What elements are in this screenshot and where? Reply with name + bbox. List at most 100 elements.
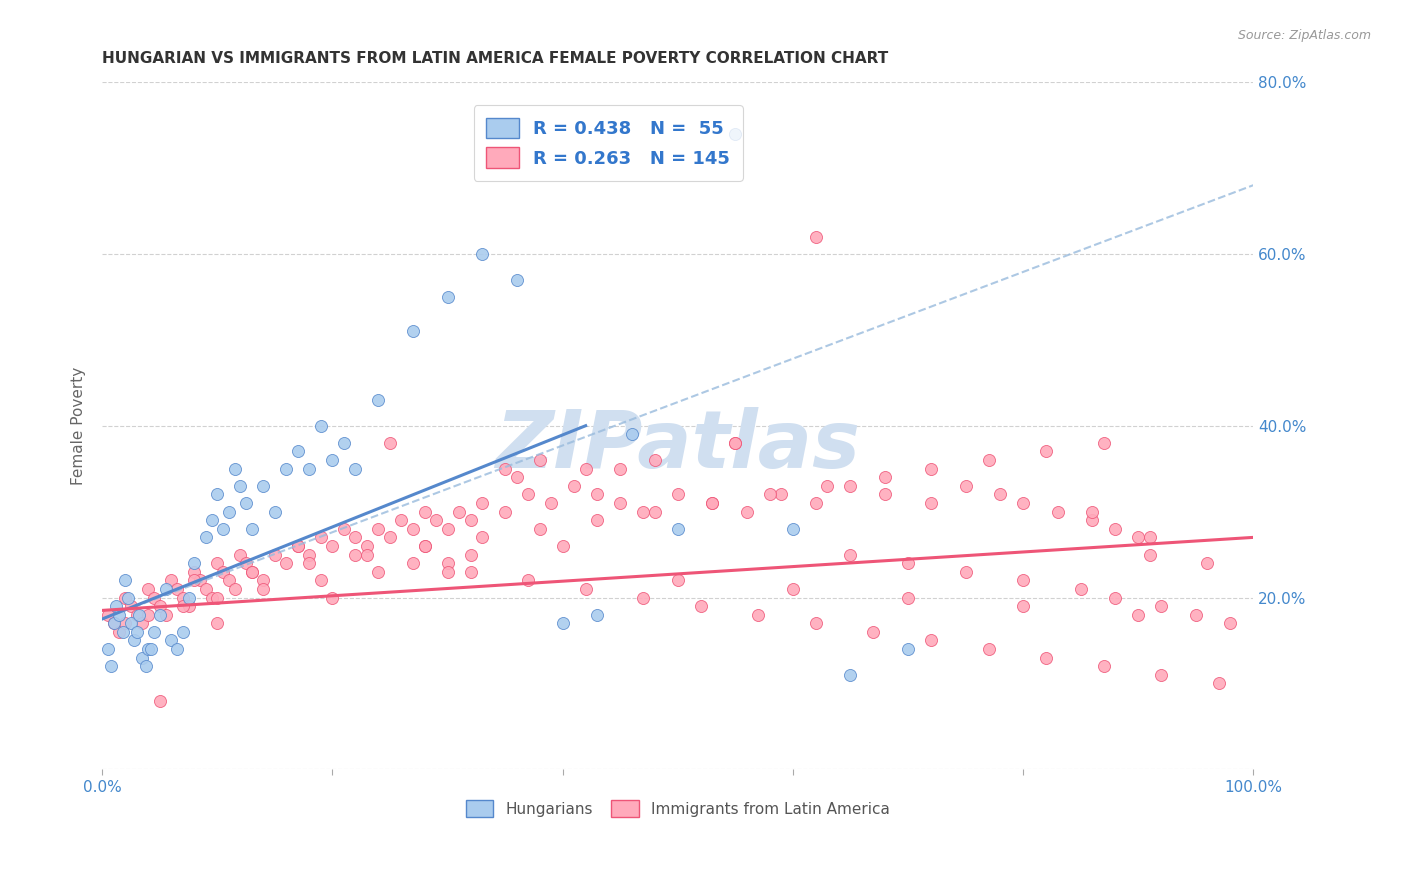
Point (1012, 496, 1035, 510)
Point (689, 599, 711, 613)
Point (344, 530, 367, 544)
Point (815, 479, 838, 493)
Point (114, 574, 136, 588)
Point (666, 522, 689, 536)
Point (586, 487, 609, 501)
Point (252, 574, 274, 588)
Point (897, 556, 920, 570)
Point (517, 487, 540, 501)
Point (1035, 444, 1057, 458)
Point (551, 539, 574, 553)
Point (517, 574, 540, 588)
Point (460, 565, 482, 579)
Point (1197, 556, 1219, 570)
Point (103, 616, 125, 631)
Point (920, 496, 942, 510)
Point (100, 659, 122, 673)
Point (897, 591, 920, 605)
Point (367, 522, 389, 536)
Point (977, 453, 1000, 467)
Point (240, 565, 263, 579)
Point (183, 565, 205, 579)
Point (120, 616, 142, 631)
Point (1150, 599, 1173, 613)
Point (1012, 574, 1035, 588)
Point (505, 470, 527, 484)
Point (111, 624, 134, 639)
Point (224, 582, 246, 596)
Point (287, 539, 309, 553)
Point (586, 607, 609, 622)
Point (644, 453, 666, 467)
Point (229, 479, 252, 493)
Point (955, 479, 977, 493)
Point (862, 624, 884, 639)
Point (724, 436, 747, 450)
Point (287, 444, 309, 458)
Point (747, 607, 769, 622)
Point (1219, 616, 1241, 631)
Point (183, 556, 205, 570)
Point (309, 530, 332, 544)
Point (413, 505, 436, 519)
Point (172, 599, 194, 613)
Point (1150, 668, 1173, 682)
Point (436, 522, 458, 536)
Point (309, 574, 332, 588)
Point (194, 582, 217, 596)
Point (235, 496, 257, 510)
Point (1012, 599, 1035, 613)
Point (212, 565, 235, 579)
Point (471, 247, 494, 261)
Point (436, 565, 458, 579)
Point (839, 548, 862, 562)
Point (631, 591, 654, 605)
Point (562, 479, 585, 493)
Point (804, 229, 827, 244)
Point (207, 591, 229, 605)
Point (782, 522, 804, 536)
Point (149, 599, 172, 613)
Point (724, 127, 747, 141)
Point (620, 427, 643, 442)
Point (413, 539, 436, 553)
Point (782, 582, 804, 596)
Point (240, 565, 263, 579)
Point (136, 607, 159, 622)
Point (276, 461, 298, 475)
Point (160, 574, 183, 588)
Point (252, 582, 274, 596)
Point (212, 522, 235, 536)
Point (460, 513, 482, 527)
Point (1184, 607, 1206, 622)
Point (977, 642, 1000, 657)
Point (666, 574, 689, 588)
Point (505, 273, 527, 287)
Point (494, 505, 516, 519)
Point (1128, 530, 1150, 544)
Point (200, 513, 222, 527)
Point (224, 461, 246, 475)
Point (229, 548, 252, 562)
Point (125, 624, 148, 639)
Point (125, 607, 148, 622)
Point (804, 616, 827, 631)
Point (124, 633, 146, 648)
Point (136, 582, 159, 596)
Point (1104, 522, 1126, 536)
Point (263, 548, 285, 562)
Point (207, 556, 229, 570)
Point (155, 607, 177, 622)
Point (117, 591, 139, 605)
Point (447, 505, 470, 519)
Point (494, 461, 516, 475)
Point (1035, 650, 1057, 665)
Point (172, 624, 194, 639)
Point (413, 539, 436, 553)
Point (367, 565, 389, 579)
Point (378, 436, 401, 450)
Point (177, 591, 200, 605)
Point (1208, 676, 1230, 690)
Point (344, 461, 367, 475)
Point (759, 487, 782, 501)
